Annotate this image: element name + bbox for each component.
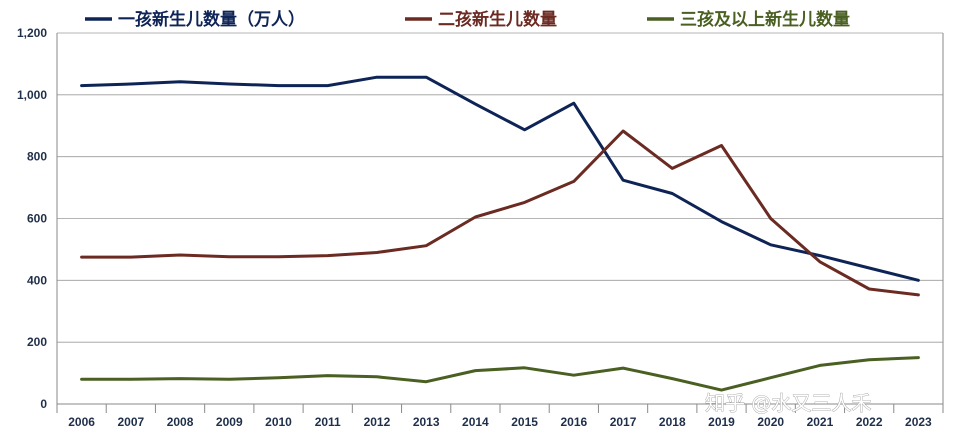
series-lines xyxy=(80,75,920,392)
x-tick-label: 2017 xyxy=(610,415,637,429)
x-tick-label: 2021 xyxy=(807,415,834,429)
x-tick-label: 2011 xyxy=(315,415,341,429)
x-tick-label: 2013 xyxy=(413,415,440,429)
watermark-text: 知乎 @水又三人禾 xyxy=(705,391,871,415)
x-tick-label: 2016 xyxy=(560,415,587,429)
series-line-3 xyxy=(80,356,920,392)
axes xyxy=(56,33,944,413)
x-tick-label: 2015 xyxy=(511,415,538,429)
legend-label: 二孩新生儿数量 xyxy=(438,9,557,30)
x-tick-label: 2009 xyxy=(216,415,243,429)
legend-label: 一孩新生儿数量（万人） xyxy=(118,9,305,30)
y-tick-label: 0 xyxy=(40,397,47,411)
x-tick-label: 2007 xyxy=(117,415,144,429)
x-tick-label: 2012 xyxy=(364,415,391,429)
y-tick-label: 1,000 xyxy=(17,88,47,102)
series-line-2 xyxy=(80,129,920,297)
y-tick-label: 600 xyxy=(27,212,47,226)
y-axis-tick-labels: 0 200 400 600 800 1,000 1,200 xyxy=(17,26,47,411)
y-tick-label: 800 xyxy=(27,150,47,164)
x-tick-label: 2019 xyxy=(708,415,735,429)
y-tick-label: 400 xyxy=(27,273,47,287)
x-tick-label: 2014 xyxy=(462,415,489,429)
legend: 一孩新生儿数量（万人） 二孩新生儿数量 三孩及以上新生儿数量 xyxy=(85,9,850,30)
series-line-1 xyxy=(80,75,920,282)
legend-label: 三孩及以上新生儿数量 xyxy=(680,9,850,30)
x-tick-label: 2018 xyxy=(659,415,686,429)
x-axis-tick-labels: 2006 2007 2008 2009 2010 2011 2012 2013 2014 2015… xyxy=(68,415,932,429)
y-tick-label: 1,200 xyxy=(17,26,47,40)
y-tick-label: 200 xyxy=(27,335,47,349)
x-tick-label: 2020 xyxy=(757,415,784,429)
gridlines xyxy=(57,32,943,405)
x-tick-label: 2023 xyxy=(905,415,932,429)
x-tick-label: 2006 xyxy=(68,415,95,429)
x-tick-label: 2010 xyxy=(265,415,292,429)
x-tick-label: 2022 xyxy=(856,415,883,429)
x-tick-label: 2008 xyxy=(167,415,194,429)
